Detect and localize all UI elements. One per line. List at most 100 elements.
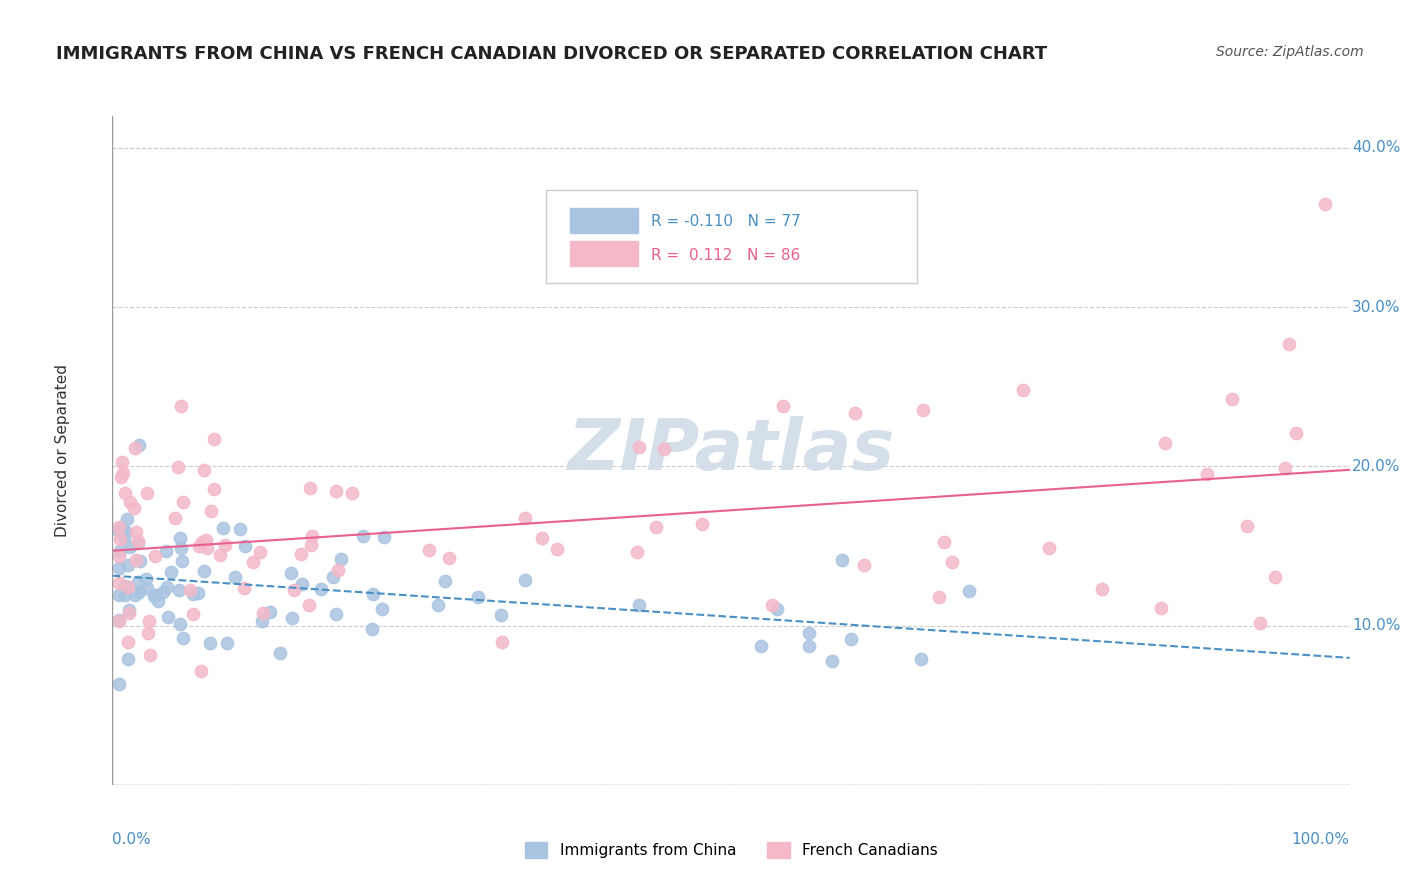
- Point: [156, 610, 179, 624]
- Point: [232, 582, 254, 596]
- Point: [108, 544, 131, 558]
- Point: [1236, 519, 1258, 533]
- Text: R = -0.110   N = 77: R = -0.110 N = 77: [651, 214, 800, 229]
- Point: [143, 589, 166, 603]
- Point: [224, 570, 246, 584]
- Point: [298, 598, 321, 612]
- Point: [309, 582, 332, 597]
- Point: [188, 539, 211, 553]
- Point: [115, 525, 138, 540]
- Point: [136, 581, 159, 595]
- Point: [340, 485, 363, 500]
- Point: [1091, 582, 1114, 597]
- Point: [107, 561, 129, 575]
- Point: [111, 455, 134, 469]
- Point: [125, 525, 148, 540]
- Point: [252, 606, 274, 620]
- Point: [370, 602, 392, 616]
- Point: [118, 603, 141, 617]
- Point: [242, 555, 264, 569]
- Point: [1154, 436, 1177, 450]
- FancyBboxPatch shape: [571, 208, 638, 233]
- Point: [1284, 426, 1306, 441]
- Point: [167, 582, 190, 597]
- Point: [299, 538, 322, 552]
- Point: [172, 631, 194, 645]
- Point: [1264, 570, 1286, 584]
- Point: [628, 440, 651, 454]
- Point: [280, 611, 302, 625]
- Point: [129, 554, 152, 568]
- Point: [114, 588, 136, 602]
- Point: [169, 531, 191, 545]
- Point: [138, 614, 160, 628]
- Point: [373, 530, 395, 544]
- Point: [170, 399, 193, 413]
- Point: [120, 495, 142, 509]
- Point: [530, 531, 553, 545]
- Point: [190, 664, 212, 678]
- Point: [467, 590, 489, 604]
- Point: [202, 482, 225, 496]
- Point: [170, 554, 193, 568]
- Point: [118, 606, 141, 620]
- Point: [628, 599, 651, 613]
- Point: [195, 541, 218, 556]
- Point: [111, 521, 134, 535]
- Point: [957, 584, 980, 599]
- Point: [1313, 196, 1336, 211]
- Point: [127, 536, 149, 550]
- Text: 100.0%: 100.0%: [1292, 831, 1350, 847]
- Point: [155, 544, 177, 558]
- Point: [626, 545, 648, 559]
- Point: [328, 563, 350, 577]
- Point: [1249, 615, 1271, 630]
- Point: [1011, 383, 1033, 397]
- Point: [114, 579, 136, 593]
- Point: [114, 486, 136, 500]
- Point: [291, 576, 314, 591]
- Point: [325, 484, 347, 499]
- Point: [799, 639, 821, 653]
- Text: 0.0%: 0.0%: [112, 831, 152, 847]
- Point: [283, 582, 305, 597]
- Point: [250, 615, 273, 629]
- Point: [143, 549, 166, 564]
- Point: [844, 406, 866, 420]
- Point: [107, 576, 129, 591]
- Point: [928, 590, 950, 604]
- Point: [749, 640, 772, 654]
- Point: [912, 402, 935, 417]
- Point: [117, 558, 139, 573]
- Point: [194, 533, 217, 548]
- Point: [361, 587, 384, 601]
- Point: [513, 511, 536, 525]
- Point: [329, 552, 352, 566]
- Point: [301, 528, 323, 542]
- Point: [204, 432, 226, 446]
- Point: [187, 585, 209, 599]
- Point: [298, 481, 321, 495]
- Point: [280, 566, 302, 581]
- FancyBboxPatch shape: [546, 190, 917, 284]
- Point: [124, 500, 146, 515]
- Point: [128, 438, 150, 452]
- Point: [191, 535, 214, 549]
- Text: 40.0%: 40.0%: [1353, 140, 1400, 155]
- Point: [853, 558, 876, 572]
- Point: [127, 574, 149, 589]
- Point: [489, 607, 512, 622]
- Point: [138, 626, 160, 640]
- Point: [128, 584, 150, 599]
- Point: [426, 598, 449, 612]
- Point: [111, 467, 134, 481]
- Point: [145, 588, 167, 602]
- Point: [146, 594, 169, 608]
- Point: [107, 519, 129, 533]
- Point: [360, 622, 382, 636]
- Point: [152, 585, 174, 599]
- Point: [215, 636, 238, 650]
- Point: [163, 511, 186, 525]
- Point: [117, 652, 139, 666]
- Point: [124, 442, 146, 456]
